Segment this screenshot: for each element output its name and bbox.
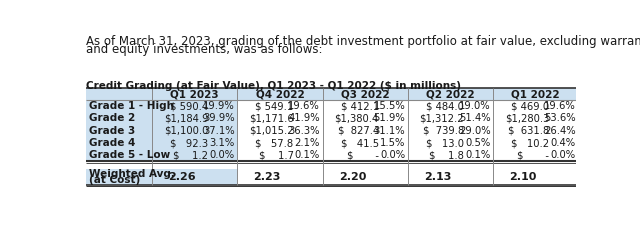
- Text: $ 412.1: $ 412.1: [340, 101, 379, 111]
- Text: $   92.3: $ 92.3: [170, 138, 209, 148]
- Bar: [86, 125, 579, 137]
- Text: 3.1%: 3.1%: [209, 138, 235, 148]
- Text: Q1 2022: Q1 2022: [511, 89, 560, 99]
- Text: $1,015.2: $1,015.2: [249, 126, 294, 136]
- Text: $       -: $ -: [517, 150, 549, 160]
- Text: $  827.4: $ 827.4: [337, 126, 379, 136]
- Text: 0.0%: 0.0%: [210, 150, 235, 160]
- Text: 19.0%: 19.0%: [459, 101, 490, 111]
- Text: 2.23: 2.23: [253, 172, 281, 182]
- Text: $   10.2: $ 10.2: [511, 138, 549, 148]
- Text: 41.9%: 41.9%: [289, 113, 320, 123]
- Text: $    1.8: $ 1.8: [429, 150, 464, 160]
- Text: Grade 1 - High: Grade 1 - High: [88, 101, 173, 111]
- Text: 0.1%: 0.1%: [465, 150, 490, 160]
- Text: 2.10: 2.10: [509, 172, 536, 182]
- Text: As of March 31, 2023, grading of the debt investment portfolio at fair value, ex: As of March 31, 2023, grading of the deb…: [86, 35, 640, 48]
- Bar: [86, 112, 579, 125]
- Text: $   57.8: $ 57.8: [255, 138, 294, 148]
- Text: $ 590.4: $ 590.4: [170, 101, 209, 111]
- Text: $ 484.0: $ 484.0: [426, 101, 464, 111]
- Text: Grade 2: Grade 2: [88, 113, 135, 123]
- Text: Q1 2023: Q1 2023: [170, 89, 219, 99]
- Text: 36.3%: 36.3%: [289, 126, 320, 136]
- Bar: [86, 100, 579, 112]
- Text: $1,312.2: $1,312.2: [419, 113, 464, 123]
- Text: Grade 4: Grade 4: [88, 138, 135, 148]
- Text: Q4 2022: Q4 2022: [255, 89, 305, 99]
- Text: Grade 5 - Low: Grade 5 - Low: [88, 150, 170, 160]
- Text: 53.6%: 53.6%: [544, 113, 576, 123]
- Bar: [86, 88, 579, 100]
- Text: $  739.8: $ 739.8: [423, 126, 464, 136]
- Text: (at Cost): (at Cost): [88, 175, 140, 185]
- Text: Weighted Avg.: Weighted Avg.: [88, 169, 174, 179]
- Text: 31.1%: 31.1%: [374, 126, 405, 136]
- Text: 0.0%: 0.0%: [550, 150, 576, 160]
- Text: $       -: $ -: [347, 150, 379, 160]
- Bar: [86, 137, 579, 149]
- Text: 0.4%: 0.4%: [550, 138, 576, 148]
- Text: Credit Grading (at Fair Value), Q1 2023 - Q1 2022 ($ in millions): Credit Grading (at Fair Value), Q1 2023 …: [86, 81, 461, 91]
- Text: $    1.7: $ 1.7: [259, 150, 294, 160]
- Text: 2.1%: 2.1%: [294, 138, 320, 148]
- Text: 26.4%: 26.4%: [544, 126, 576, 136]
- Text: 19.6%: 19.6%: [288, 101, 320, 111]
- Text: 39.9%: 39.9%: [203, 113, 235, 123]
- Text: and equity investments, was as follows:: and equity investments, was as follows:: [86, 43, 323, 56]
- Bar: [86, 137, 237, 149]
- Text: $   13.0: $ 13.0: [426, 138, 464, 148]
- Text: $1,280.3: $1,280.3: [505, 113, 549, 123]
- Bar: [86, 149, 579, 161]
- Text: Grade 3: Grade 3: [88, 126, 135, 136]
- Text: $1,171.6: $1,171.6: [249, 113, 294, 123]
- Bar: [86, 169, 237, 185]
- Text: $1,100.0: $1,100.0: [164, 126, 209, 136]
- Text: 15.5%: 15.5%: [374, 101, 405, 111]
- Text: 2.13: 2.13: [424, 172, 451, 182]
- Text: 0.5%: 0.5%: [465, 138, 490, 148]
- Text: $ 549.1: $ 549.1: [255, 101, 294, 111]
- Text: $ 469.0: $ 469.0: [511, 101, 549, 111]
- Text: Q2 2022: Q2 2022: [426, 89, 475, 99]
- Text: 1.5%: 1.5%: [380, 138, 405, 148]
- Text: 19.6%: 19.6%: [544, 101, 576, 111]
- Text: $   41.5: $ 41.5: [340, 138, 379, 148]
- Text: Q3 2022: Q3 2022: [341, 89, 390, 99]
- Text: $  631.8: $ 631.8: [508, 126, 549, 136]
- Text: $    1.2: $ 1.2: [173, 150, 209, 160]
- Text: 51.9%: 51.9%: [374, 113, 405, 123]
- Bar: [86, 112, 237, 125]
- Text: 2.20: 2.20: [339, 172, 366, 182]
- Text: 19.9%: 19.9%: [203, 101, 235, 111]
- Text: 0.1%: 0.1%: [295, 150, 320, 160]
- Text: $1,184.9: $1,184.9: [164, 113, 209, 123]
- Text: 2.26: 2.26: [168, 172, 196, 182]
- Bar: [86, 100, 237, 112]
- Bar: [86, 149, 237, 161]
- Text: 0.0%: 0.0%: [380, 150, 405, 160]
- Text: 29.0%: 29.0%: [459, 126, 490, 136]
- Bar: [86, 125, 237, 137]
- Bar: [86, 169, 579, 185]
- Text: 51.4%: 51.4%: [459, 113, 490, 123]
- Text: 37.1%: 37.1%: [203, 126, 235, 136]
- Text: $1,380.4: $1,380.4: [335, 113, 379, 123]
